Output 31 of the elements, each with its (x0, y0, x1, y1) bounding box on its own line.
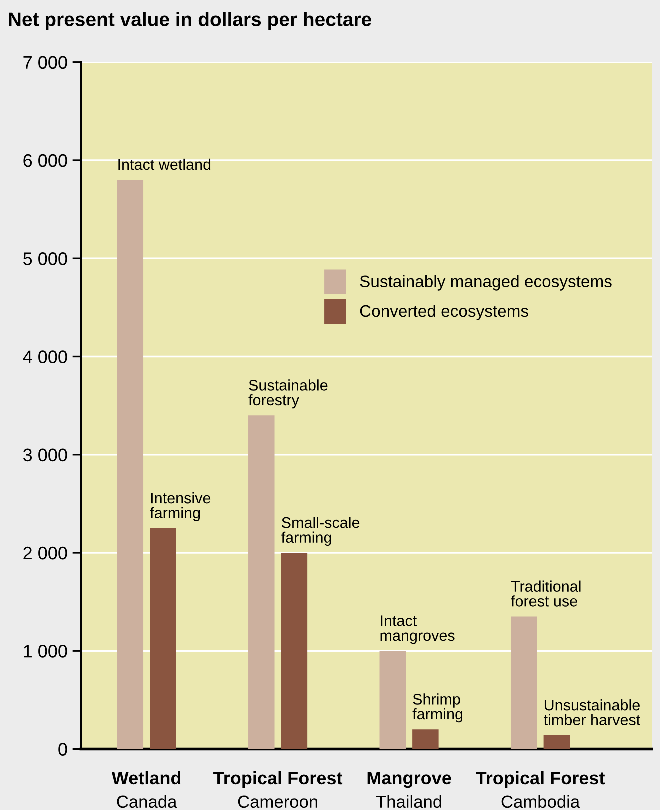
bar (150, 528, 176, 750)
bar (281, 553, 308, 750)
bar (412, 730, 439, 750)
y-tick-label: 0 (58, 743, 68, 756)
annotation: Shrimp farming (412, 694, 463, 723)
legend-label: Converted ecosystems (360, 304, 528, 320)
bar (380, 651, 406, 750)
y-tick-label: 7 000 (24, 56, 68, 70)
y-tick-label: 1 000 (24, 645, 68, 658)
y-tick-label: 2 000 (24, 546, 68, 560)
legend-label: Sustainably managed ecosystems (360, 275, 612, 291)
annotation: Traditional forest use (511, 580, 581, 607)
bar (117, 180, 144, 750)
chart-title: Net present value in dollars per hectare (9, 12, 372, 30)
y-tick-label: 4 000 (23, 350, 68, 364)
y-tick-label: 5 000 (24, 252, 68, 266)
annotation: Intact wetland (118, 158, 211, 170)
annotation: Small-scale farming (282, 517, 360, 546)
y-tick-label: 3 000 (23, 448, 68, 462)
annotation: Unsustainable timber harvest (544, 700, 640, 726)
bar (544, 736, 570, 750)
bar (248, 416, 275, 750)
annotation: Intensive farming (150, 492, 211, 522)
annotation: Sustainable forestry (248, 380, 328, 409)
x-tick-label: Wetland Canada (112, 771, 181, 808)
y-tick-label: 6 000 (24, 154, 68, 168)
x-tick-label: Tropical Forest Cameroon (214, 771, 343, 808)
annotation: Intact mangroves (380, 616, 455, 644)
x-tick-label: Mangrove Thailand (368, 772, 452, 808)
x-tick-label: Tropical Forest Cambodia (476, 771, 606, 808)
bar (510, 616, 538, 750)
